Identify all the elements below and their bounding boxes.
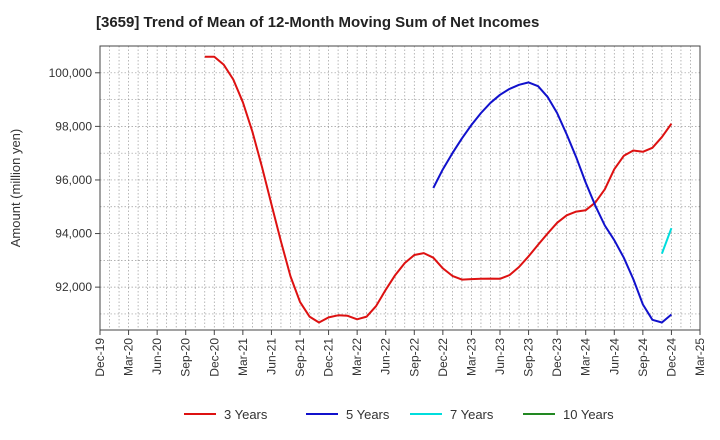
series-line-7-years	[660, 227, 673, 254]
x-tick-label: Jun-21	[264, 338, 278, 375]
y-tick-label: 92,000	[55, 280, 92, 294]
x-tick-label: Sep-21	[293, 338, 307, 377]
series-line-3-years	[204, 55, 673, 324]
x-tick-label: Sep-24	[636, 338, 650, 377]
chart-title: [3659] Trend of Mean of 12-Month Moving …	[96, 14, 540, 31]
x-tick-label: Mar-20	[122, 338, 136, 376]
legend-label: 3 Years	[224, 407, 268, 422]
legend-label: 10 Years	[563, 407, 614, 422]
y-tick-label: 100,000	[49, 66, 93, 80]
x-tick-label: Sep-23	[522, 338, 536, 377]
plot-frame	[99, 45, 701, 331]
x-tick-label: Mar-24	[579, 338, 593, 376]
x-tick-label: Jun-22	[379, 338, 393, 375]
x-tick-label: Dec-24	[664, 338, 678, 377]
x-tick-label: Mar-21	[236, 338, 250, 376]
x-tick-label: Mar-25	[693, 338, 707, 376]
x-tick-label: Sep-20	[179, 338, 193, 377]
y-tick-label: 96,000	[55, 173, 92, 187]
x-tick-label: Jun-24	[607, 338, 621, 375]
x-tick-label: Dec-23	[550, 338, 564, 377]
y-axis-title: Amount (million yen)	[8, 129, 23, 248]
x-tick-label: Dec-19	[93, 338, 107, 377]
x-tick-label: Jun-23	[493, 338, 507, 375]
x-tick-label: Dec-21	[322, 338, 336, 377]
y-tick-label: 94,000	[55, 227, 92, 241]
x-tick-label: Dec-20	[207, 338, 221, 377]
series-line-5-years	[432, 81, 673, 324]
legend-label: 5 Years	[346, 407, 390, 422]
x-tick-label: Dec-22	[436, 338, 450, 377]
y-tick-label: 98,000	[55, 119, 92, 133]
x-tick-label: Mar-23	[464, 338, 478, 376]
x-tick-label: Mar-22	[350, 338, 364, 376]
x-tick-label: Sep-22	[407, 338, 421, 377]
legend-label: 7 Years	[450, 407, 494, 422]
x-tick-label: Jun-20	[150, 338, 164, 375]
